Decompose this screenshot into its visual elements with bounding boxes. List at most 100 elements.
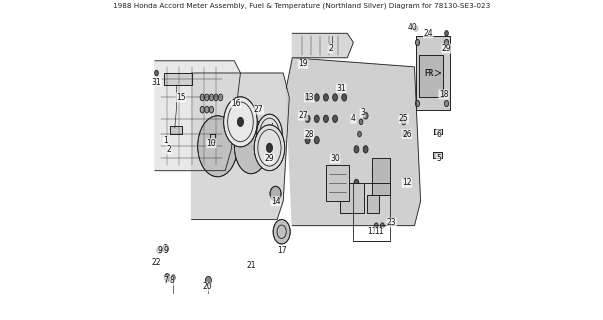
Text: 2: 2 — [166, 145, 171, 154]
Ellipse shape — [273, 220, 290, 244]
Ellipse shape — [444, 100, 449, 107]
Text: 10: 10 — [207, 139, 216, 148]
Ellipse shape — [314, 94, 319, 101]
Bar — [339, 183, 364, 213]
Text: FR.: FR. — [425, 68, 438, 77]
Ellipse shape — [363, 112, 368, 119]
Bar — [367, 195, 379, 213]
Text: 40: 40 — [408, 23, 418, 32]
Ellipse shape — [209, 94, 213, 101]
Bar — [416, 36, 450, 110]
Ellipse shape — [205, 106, 209, 113]
Text: 11: 11 — [374, 227, 384, 236]
Text: 22: 22 — [152, 258, 161, 267]
Bar — [326, 164, 349, 201]
Bar — [326, 164, 349, 201]
Text: 3: 3 — [360, 108, 365, 117]
Text: 17: 17 — [277, 245, 286, 255]
Ellipse shape — [165, 274, 170, 282]
Bar — [434, 130, 442, 134]
Bar — [433, 152, 442, 158]
Ellipse shape — [200, 106, 204, 113]
Ellipse shape — [414, 26, 418, 31]
Ellipse shape — [200, 94, 204, 101]
Bar — [164, 73, 192, 85]
Ellipse shape — [333, 94, 338, 101]
Ellipse shape — [314, 137, 319, 144]
Ellipse shape — [358, 131, 361, 137]
Polygon shape — [292, 33, 353, 58]
Text: 31: 31 — [152, 78, 162, 87]
Bar — [210, 134, 215, 142]
Bar — [339, 183, 364, 213]
Ellipse shape — [402, 119, 406, 125]
Ellipse shape — [238, 117, 244, 126]
Ellipse shape — [354, 146, 359, 153]
Text: 26: 26 — [402, 130, 412, 139]
Bar — [419, 55, 443, 97]
Ellipse shape — [228, 103, 256, 144]
Bar — [353, 183, 390, 241]
Bar — [434, 130, 442, 134]
Text: 29: 29 — [265, 154, 274, 163]
Ellipse shape — [218, 94, 223, 101]
Bar — [164, 73, 192, 85]
Ellipse shape — [333, 115, 338, 123]
Bar — [416, 36, 450, 110]
Ellipse shape — [415, 100, 420, 107]
Ellipse shape — [332, 49, 335, 54]
Text: 5: 5 — [437, 154, 441, 163]
Bar — [419, 55, 443, 97]
Ellipse shape — [209, 106, 213, 113]
Text: 12: 12 — [402, 179, 412, 188]
Ellipse shape — [305, 137, 310, 144]
Text: 18: 18 — [439, 90, 448, 99]
Ellipse shape — [342, 94, 347, 101]
Ellipse shape — [444, 31, 449, 36]
Ellipse shape — [380, 223, 384, 228]
Ellipse shape — [163, 244, 168, 252]
Ellipse shape — [314, 115, 319, 123]
Text: 24: 24 — [423, 29, 433, 38]
Text: 15: 15 — [176, 93, 186, 102]
Ellipse shape — [323, 94, 329, 101]
Ellipse shape — [205, 94, 209, 101]
Text: 1: 1 — [163, 136, 168, 145]
Text: 19: 19 — [298, 59, 308, 68]
Ellipse shape — [157, 246, 162, 254]
Text: 25: 25 — [399, 114, 409, 123]
Text: 30: 30 — [330, 154, 340, 163]
Polygon shape — [155, 61, 241, 171]
Ellipse shape — [257, 114, 282, 154]
Text: 2: 2 — [328, 44, 333, 53]
Ellipse shape — [214, 94, 218, 101]
Text: 13: 13 — [305, 93, 314, 102]
Ellipse shape — [403, 131, 406, 137]
Text: 29: 29 — [441, 44, 451, 53]
Ellipse shape — [374, 223, 378, 228]
Ellipse shape — [323, 115, 329, 123]
Ellipse shape — [270, 186, 281, 201]
Text: 23: 23 — [387, 218, 396, 227]
Ellipse shape — [372, 179, 377, 187]
Text: 16: 16 — [231, 99, 241, 108]
Ellipse shape — [267, 143, 273, 152]
Polygon shape — [286, 58, 420, 226]
Ellipse shape — [359, 119, 363, 124]
Text: 27: 27 — [298, 111, 308, 120]
Bar — [367, 195, 379, 213]
Text: 6: 6 — [437, 130, 441, 139]
Text: 8: 8 — [169, 276, 174, 285]
Text: 20: 20 — [202, 282, 212, 291]
Ellipse shape — [198, 116, 238, 177]
Ellipse shape — [354, 179, 359, 187]
Ellipse shape — [235, 119, 268, 174]
Text: 4: 4 — [351, 114, 356, 123]
Text: 9: 9 — [157, 245, 162, 255]
Bar — [170, 126, 183, 134]
Bar — [371, 158, 390, 195]
Text: 31: 31 — [336, 84, 346, 93]
Ellipse shape — [415, 39, 420, 45]
Ellipse shape — [154, 70, 159, 76]
Text: 21: 21 — [247, 261, 256, 270]
